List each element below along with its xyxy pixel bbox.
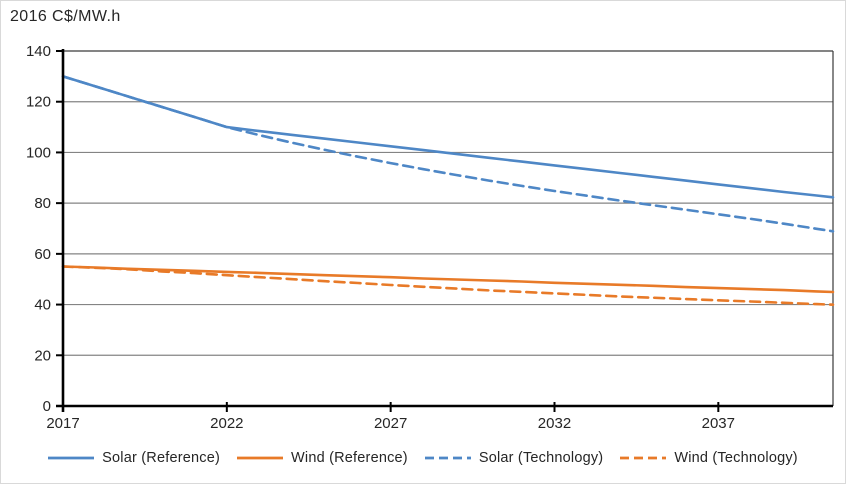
legend-label: Solar (Reference): [102, 450, 221, 466]
x-tick-label: 2027: [374, 415, 407, 432]
y-tick-label: 140: [26, 43, 51, 60]
x-tick-label: 2037: [702, 415, 735, 432]
legend-item-wind-reference: Wind (Reference): [237, 450, 408, 466]
legend-swatch-dashed-line: [620, 456, 667, 460]
legend: Solar (Reference) Wind (Reference) Solar (…: [1, 450, 845, 466]
legend-swatch-solid-line: [237, 456, 284, 460]
y-tick-label: 20: [34, 347, 51, 364]
legend-item-solar-reference: Solar (Reference): [48, 450, 220, 466]
series-line-solar-technology: [61, 75, 835, 233]
y-tick-label: 80: [34, 195, 51, 212]
chart-title: 2016 C$/MW.h: [10, 8, 121, 25]
legend-swatch-solid-line: [48, 456, 95, 460]
legend-label: Solar (Technology): [478, 450, 604, 466]
series-line-solar-reference: [61, 75, 835, 199]
y-tick-label: 40: [34, 297, 51, 314]
y-tick-label: 0: [43, 398, 51, 415]
legend-item-wind-technology: Wind (Technology): [620, 450, 798, 466]
x-tick-label: 2017: [46, 415, 79, 432]
y-tick-label: 60: [34, 246, 51, 263]
legend-item-solar-technology: Solar (Technology): [424, 450, 604, 466]
y-tick-label: 120: [26, 94, 51, 111]
legend-label: Wind (Technology): [674, 450, 798, 466]
x-tick-label: 2032: [538, 415, 571, 432]
x-tick-label: 2022: [210, 415, 243, 432]
legend-label: Wind (Reference): [291, 450, 408, 466]
plot-area: 0 20 40 60 80 100 120 140 2017 2022 2027 2032 2037: [26, 43, 835, 432]
legend-swatch-dashed-line: [424, 456, 471, 460]
y-tick-label: 100: [26, 144, 51, 161]
series-line-wind-technology: [61, 265, 835, 307]
series-line-wind-reference: [61, 265, 835, 294]
